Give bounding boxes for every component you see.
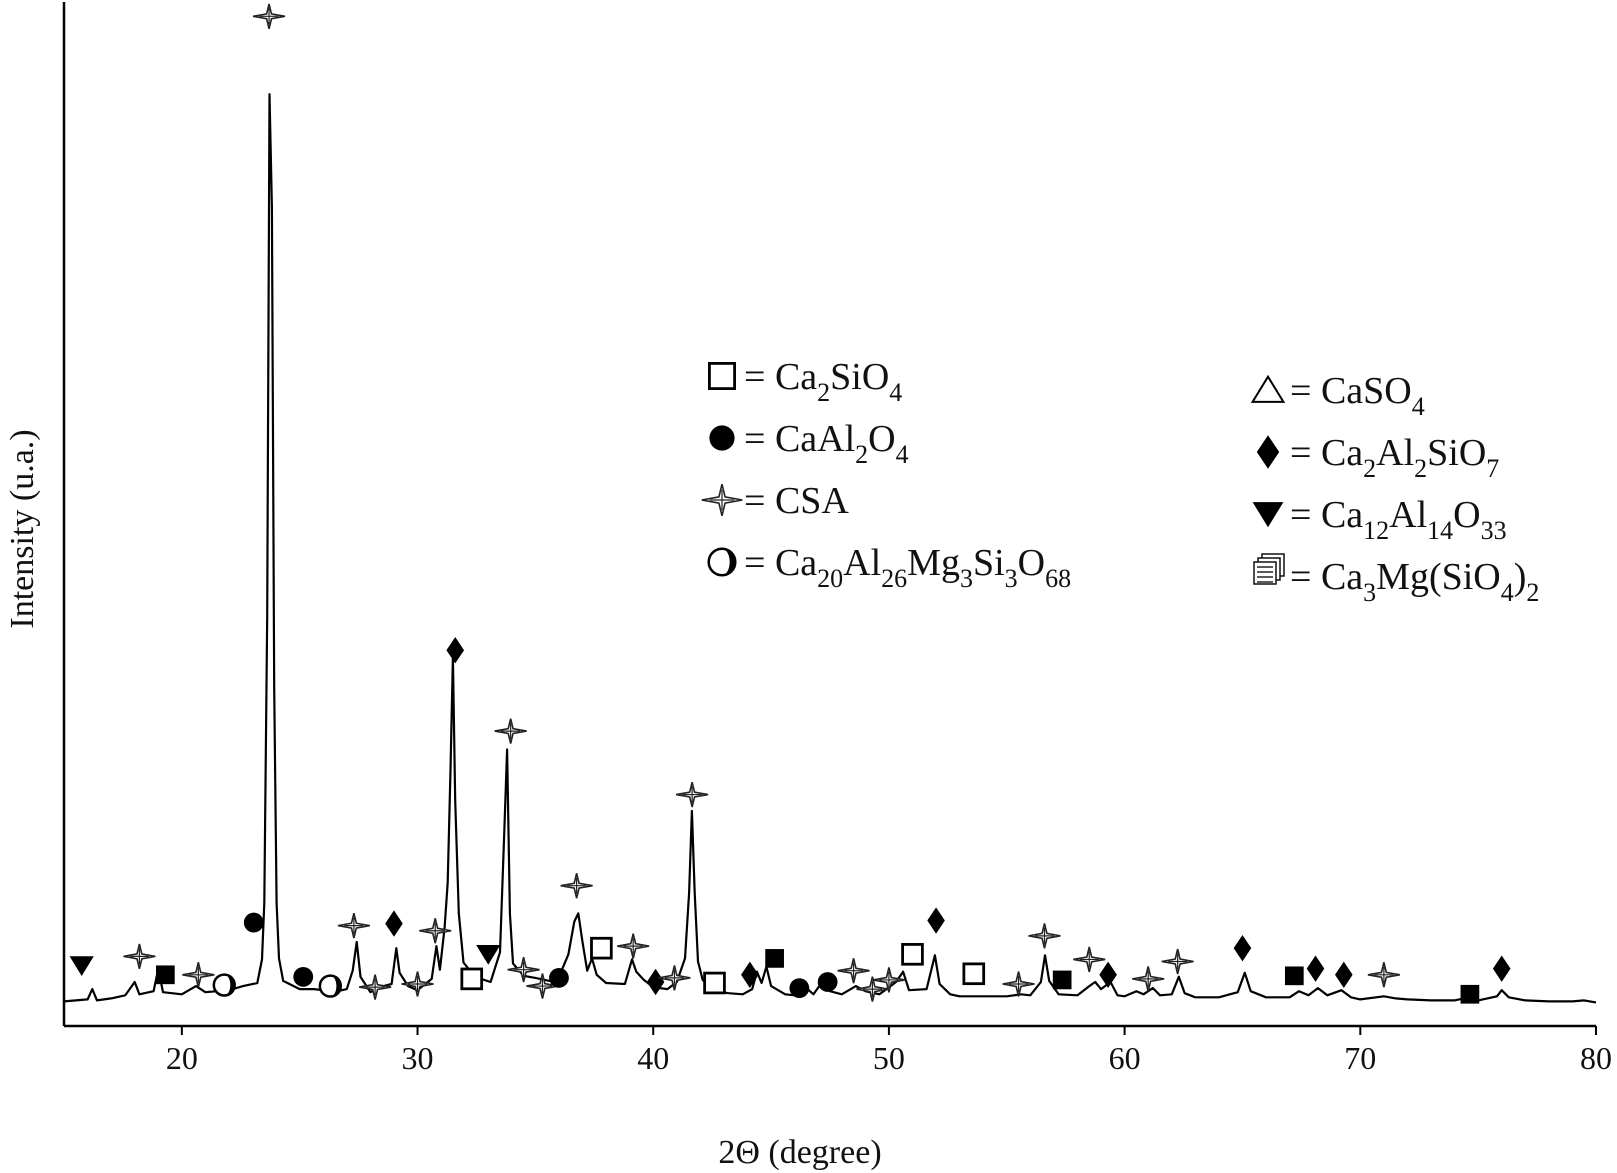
star-marker: [1002, 971, 1035, 997]
triangle-open-legend-icon: [1250, 374, 1286, 403]
circle-filled-legend-icon: [709, 425, 735, 451]
legend-item-left-1: = CaAl2O4: [709, 418, 909, 469]
square-open-marker: [962, 962, 986, 986]
star-marker: [1161, 948, 1194, 975]
circle-filled-marker: [817, 972, 838, 992]
diamond-marker: [927, 907, 945, 934]
x-tick-label: 80: [1580, 1040, 1612, 1076]
triangle-down-marker: [69, 956, 94, 977]
half-circle-legend-icon: [707, 547, 737, 577]
circle-filled-marker: [789, 978, 810, 999]
square-open-marker: [703, 971, 726, 995]
xrd-pattern-line: [63, 93, 1597, 1004]
legend-item-right-0: = CaSO4: [1250, 370, 1425, 421]
y-axis-label: Intensity (u.a.): [4, 429, 41, 628]
star-marker: [507, 957, 540, 983]
star-marker: [837, 958, 870, 984]
diamond-marker: [1306, 955, 1325, 982]
circle-filled-marker: [293, 966, 314, 987]
legend-label: = Ca20Al26Mg3Si3O68: [744, 542, 1071, 593]
x-tick-labels: 20 30 40 50 60 70 80: [166, 1026, 1612, 1076]
star-marker: [1132, 966, 1165, 992]
star-legend-icon: [701, 483, 743, 517]
half-circle-marker: [212, 973, 236, 997]
star-marker: [252, 3, 286, 29]
x-tick-label: 40: [637, 1040, 669, 1076]
x-tick-label: 30: [402, 1040, 434, 1076]
star-marker: [182, 962, 215, 988]
circle-filled-marker: [243, 912, 264, 933]
square-open-marker: [460, 967, 484, 991]
legend: = Ca2SiO4 = CaAl2O4 = CSA = Ca20Al26Mg3Si3O…: [701, 356, 1539, 607]
star-marker: [1367, 962, 1400, 988]
x-tick-label: 50: [873, 1040, 905, 1076]
star-marker: [560, 873, 593, 899]
star-marker: [123, 943, 156, 969]
square-filled-marker: [155, 965, 175, 985]
diamond-marker: [1099, 961, 1117, 988]
diamond-marker: [446, 636, 465, 664]
star-marker: [872, 967, 906, 993]
legend-label: = Ca3Mg(SiO4)2: [1290, 556, 1539, 607]
square-filled-marker: [1284, 966, 1304, 986]
star-marker: [419, 918, 452, 944]
legend-label: = CSA: [744, 480, 849, 522]
star-marker: [401, 971, 434, 997]
half-circle-marker: [318, 974, 343, 998]
axes: [62, 2, 1596, 1028]
legend-label: = Ca2Al2SiO7: [1290, 432, 1499, 483]
diamond-marker: [1233, 934, 1252, 962]
diamond-marker: [385, 910, 403, 937]
x-tick-label: 70: [1344, 1040, 1376, 1076]
square-open-legend-icon: [708, 361, 737, 390]
legend-item-right-3: = Ca3Mg(SiO4)2: [1253, 553, 1539, 607]
diamond-marker: [1492, 955, 1511, 982]
square-filled-marker: [765, 949, 784, 968]
square-filled-marker: [1460, 984, 1480, 1004]
star-marker: [1073, 946, 1106, 973]
stacked-sheets-icon: [1253, 553, 1285, 585]
star-marker: [617, 933, 650, 959]
circle-filled-marker: [549, 967, 569, 988]
triangle-down-marker: [476, 944, 501, 965]
phase-markers: [69, 3, 1511, 1004]
square-filled-marker: [1052, 970, 1072, 990]
diamond-legend-icon: [1256, 435, 1280, 469]
star-marker: [359, 974, 392, 1000]
legend-label: = CaAl2O4: [744, 418, 909, 469]
legend-item-right-2: = Ca12Al14O33: [1252, 494, 1507, 545]
legend-item-right-1: = Ca2Al2SiO7: [1256, 432, 1499, 483]
triangle-down-legend-icon: [1252, 502, 1284, 528]
star-marker: [1028, 923, 1061, 949]
legend-label: = Ca12Al14O33: [1290, 494, 1507, 545]
legend-item-left-0: = Ca2SiO4: [708, 356, 902, 407]
square-open-marker: [901, 943, 924, 966]
square-open-marker: [590, 936, 613, 960]
diamond-marker: [741, 961, 759, 988]
x-tick-label: 60: [1109, 1040, 1141, 1076]
x-tick-label: 20: [166, 1040, 198, 1076]
star-marker: [676, 781, 709, 808]
legend-label: = Ca2SiO4: [744, 356, 902, 407]
star-marker: [337, 913, 370, 939]
x-axis-label: 2Θ (degree): [718, 1134, 881, 1171]
star-marker: [494, 718, 527, 744]
legend-item-left-3: = Ca20Al26Mg3Si3O68: [707, 542, 1071, 593]
legend-label: = CaSO4: [1290, 370, 1425, 421]
diamond-marker: [646, 968, 665, 996]
legend-item-left-2: = CSA: [701, 480, 849, 522]
star-marker: [658, 965, 691, 991]
diamond-marker: [1335, 961, 1353, 988]
